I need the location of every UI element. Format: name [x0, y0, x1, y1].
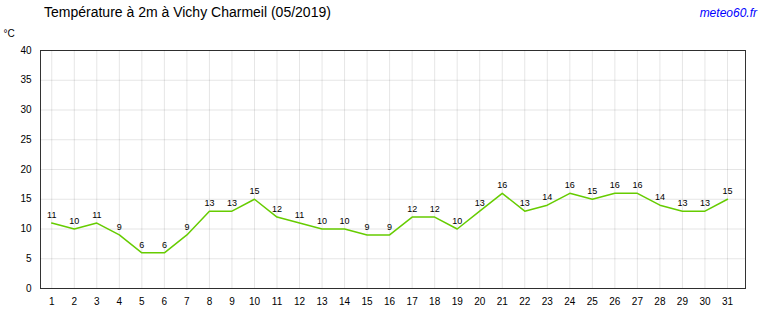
svg-text:16: 16: [565, 180, 575, 190]
svg-text:24: 24: [564, 296, 576, 307]
svg-text:16: 16: [384, 296, 396, 307]
svg-text:°C: °C: [4, 28, 15, 39]
svg-text:10: 10: [249, 296, 261, 307]
svg-text:9: 9: [365, 222, 370, 232]
html-text:meteo60.fr: meteo60.fr: [699, 6, 757, 20]
svg-text:13: 13: [316, 296, 328, 307]
svg-text:5: 5: [139, 296, 145, 307]
svg-text:23: 23: [542, 296, 554, 307]
svg-text:26: 26: [609, 296, 621, 307]
svg-text:10: 10: [317, 216, 327, 226]
svg-text:6: 6: [162, 296, 168, 307]
svg-text:9: 9: [387, 222, 392, 232]
svg-text:11: 11: [295, 210, 304, 220]
svg-text:15: 15: [20, 193, 32, 204]
svg-text:10: 10: [340, 216, 350, 226]
svg-text:25: 25: [20, 134, 32, 145]
svg-text:14: 14: [542, 192, 552, 202]
svg-text:19: 19: [452, 296, 464, 307]
svg-text:16: 16: [632, 180, 642, 190]
svg-text:14: 14: [655, 192, 665, 202]
svg-text:12: 12: [294, 296, 306, 307]
svg-text:21: 21: [497, 296, 509, 307]
svg-text:6: 6: [162, 240, 167, 250]
svg-text:17: 17: [407, 296, 419, 307]
svg-text:10: 10: [452, 216, 462, 226]
svg-text:10: 10: [69, 216, 79, 226]
svg-text:10: 10: [20, 223, 32, 234]
svg-text:5: 5: [26, 253, 32, 264]
svg-text:18: 18: [429, 296, 441, 307]
svg-text:22: 22: [519, 296, 531, 307]
svg-text:13: 13: [520, 198, 530, 208]
html-text:Température à 2m à Vichy Charm: Température à 2m à Vichy Charmeil (05/20…: [44, 4, 331, 20]
svg-text:1: 1: [49, 296, 55, 307]
svg-text:8: 8: [207, 296, 213, 307]
svg-text:15: 15: [722, 186, 732, 196]
svg-text:30: 30: [699, 296, 711, 307]
svg-text:20: 20: [20, 164, 32, 175]
svg-text:31: 31: [722, 296, 734, 307]
svg-text:13: 13: [227, 198, 237, 208]
svg-text:0: 0: [26, 283, 32, 294]
svg-text:3: 3: [94, 296, 100, 307]
svg-text:12: 12: [430, 204, 440, 214]
svg-text:11: 11: [92, 210, 101, 220]
svg-text:12: 12: [407, 204, 417, 214]
svg-text:11: 11: [272, 296, 283, 307]
svg-text:4: 4: [117, 296, 123, 307]
svg-text:11: 11: [47, 210, 56, 220]
svg-text:9: 9: [117, 222, 122, 232]
svg-text:28: 28: [654, 296, 666, 307]
svg-text:40: 40: [20, 45, 32, 56]
svg-text:14: 14: [339, 296, 351, 307]
svg-text:13: 13: [677, 198, 687, 208]
svg-text:13: 13: [204, 198, 214, 208]
svg-text:13: 13: [475, 198, 485, 208]
svg-text:7: 7: [184, 296, 190, 307]
svg-text:13: 13: [700, 198, 710, 208]
svg-text:30: 30: [20, 104, 32, 115]
svg-text:29: 29: [677, 296, 689, 307]
svg-text:12: 12: [272, 204, 282, 214]
svg-text:16: 16: [610, 180, 620, 190]
svg-text:15: 15: [249, 186, 259, 196]
svg-text:15: 15: [587, 186, 597, 196]
svg-text:9: 9: [229, 296, 235, 307]
svg-text:27: 27: [632, 296, 644, 307]
svg-text:25: 25: [587, 296, 599, 307]
svg-text:15: 15: [362, 296, 374, 307]
svg-text:9: 9: [184, 222, 189, 232]
svg-text:35: 35: [20, 74, 32, 85]
svg-text:20: 20: [474, 296, 486, 307]
svg-text:2: 2: [72, 296, 78, 307]
svg-text:16: 16: [497, 180, 507, 190]
svg-text:6: 6: [139, 240, 144, 250]
